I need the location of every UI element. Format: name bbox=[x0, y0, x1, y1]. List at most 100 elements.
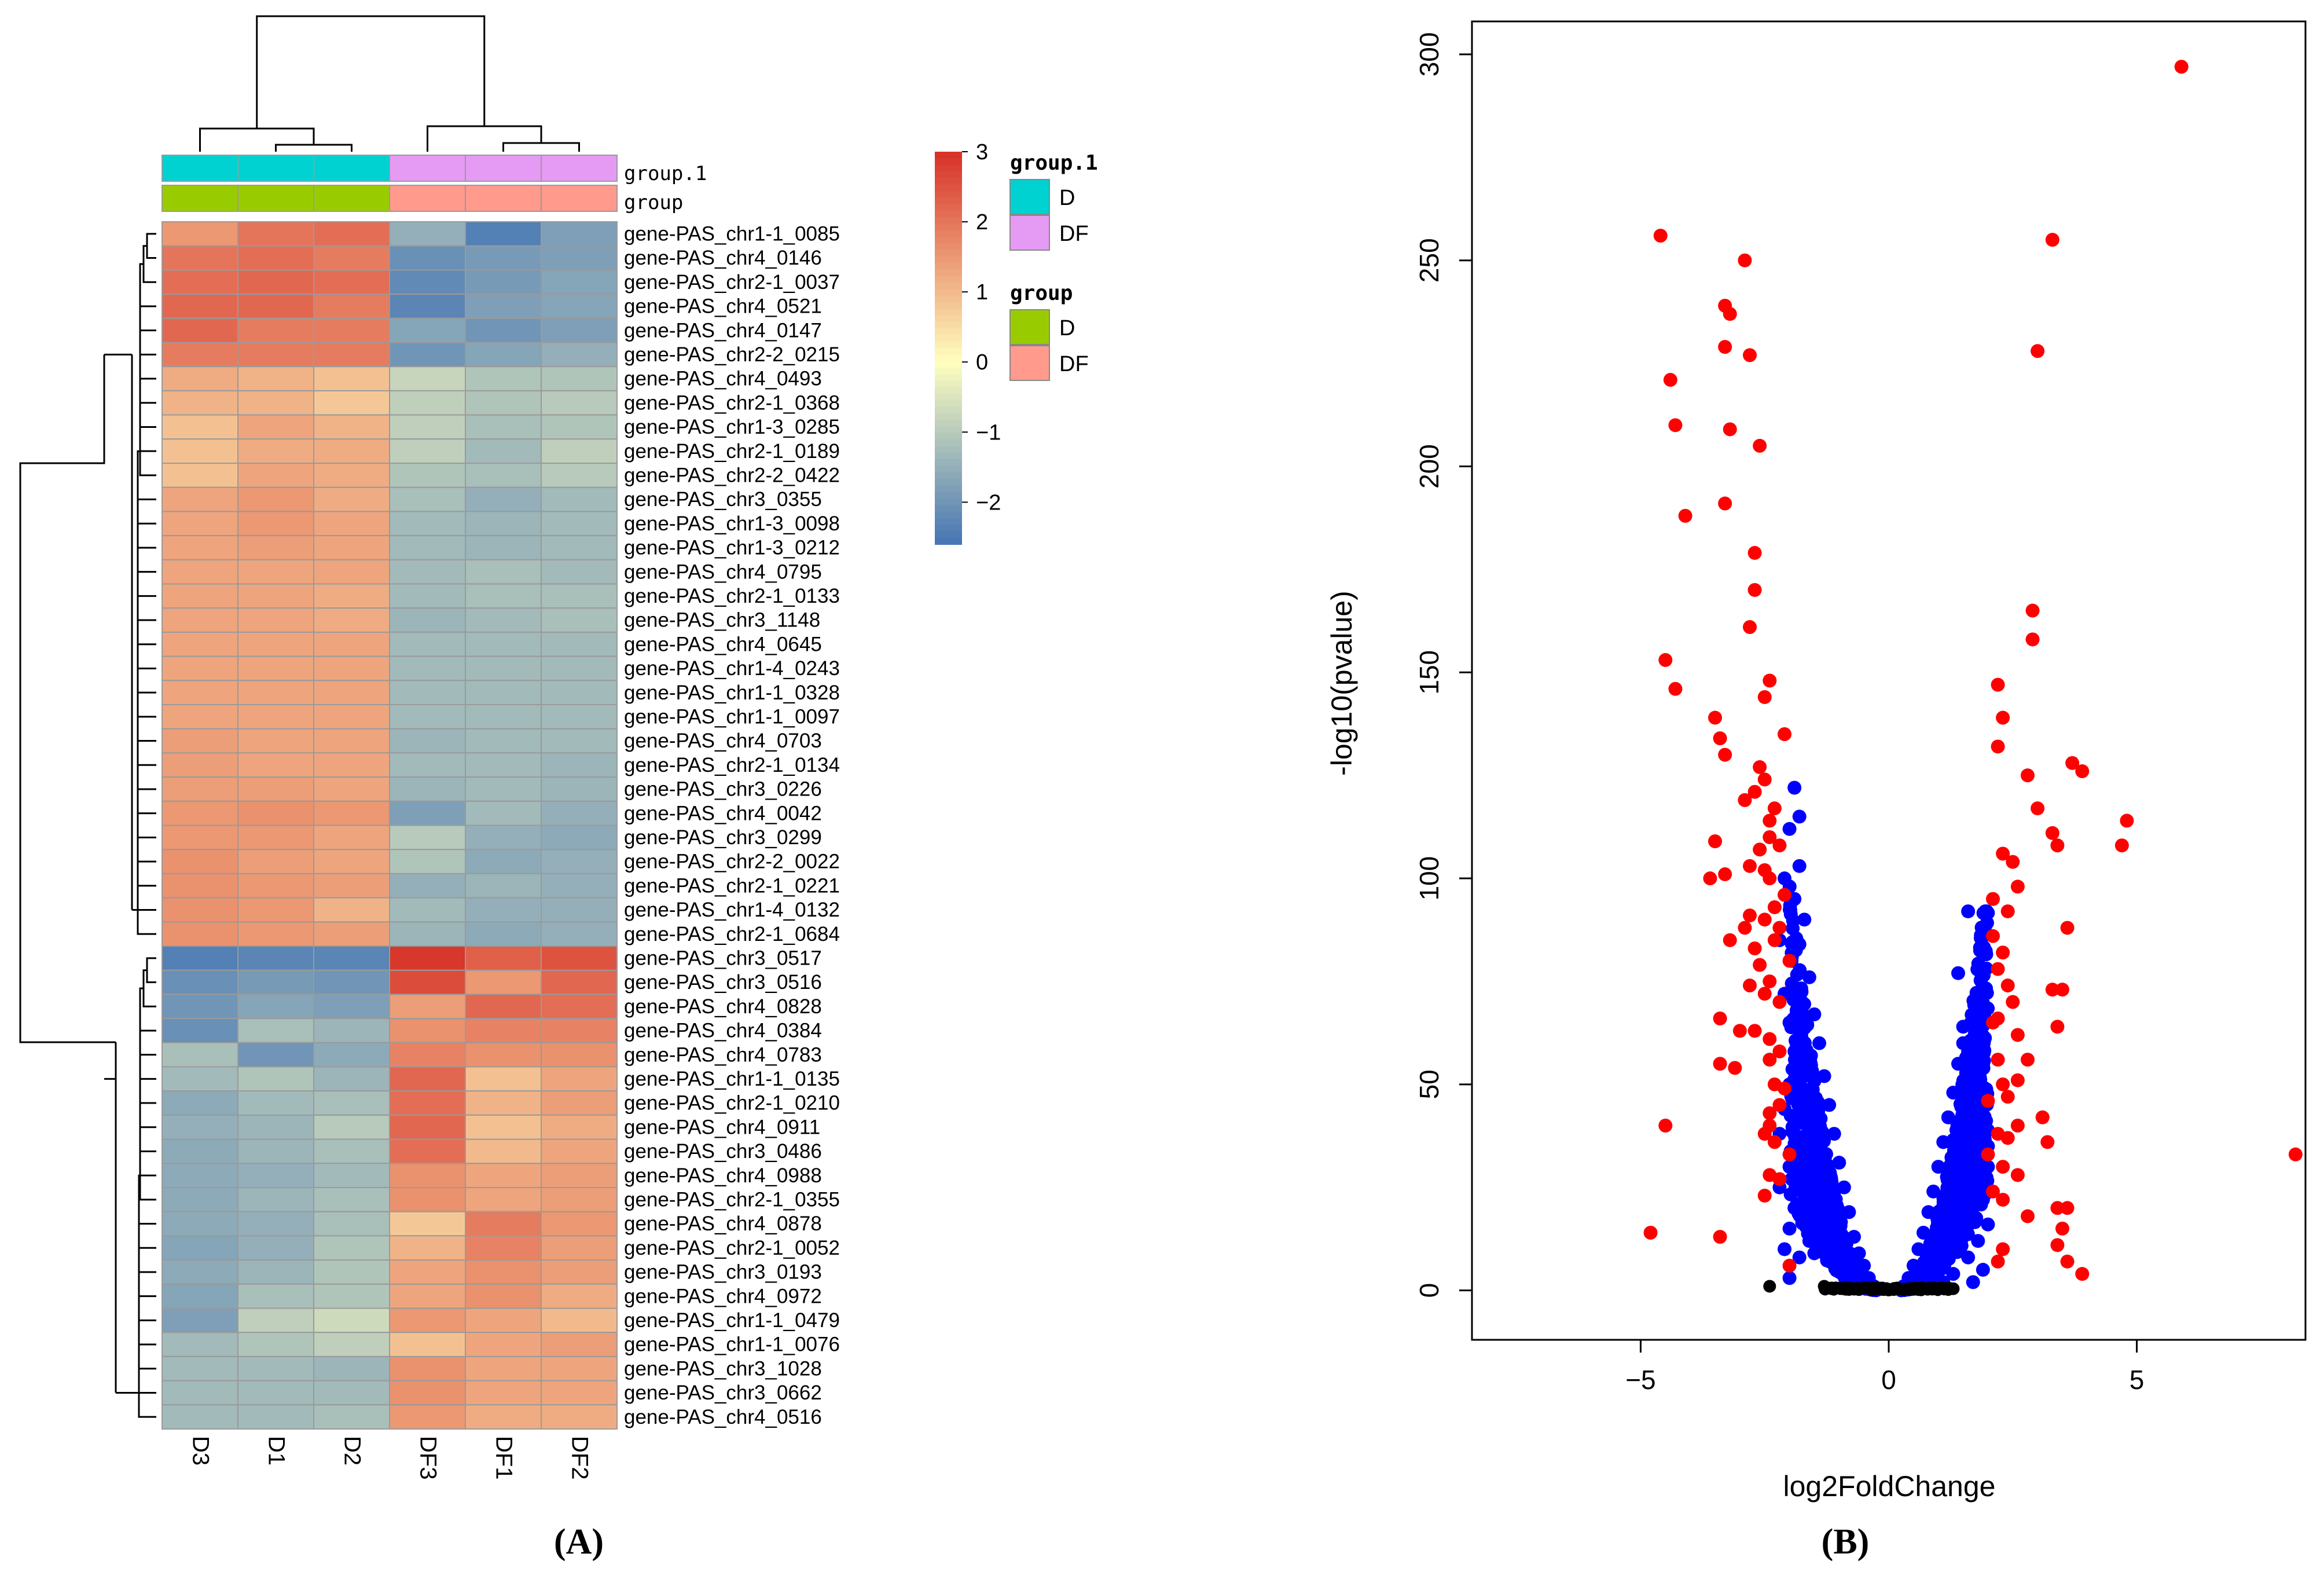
heatmap-cell bbox=[237, 1332, 314, 1357]
heatmap-cell bbox=[389, 463, 466, 488]
color-scale-step bbox=[935, 269, 962, 277]
volcano-point-fold-change bbox=[1976, 1263, 1990, 1277]
volcano-point-significant bbox=[1747, 941, 1762, 956]
heatmap-cell bbox=[161, 221, 238, 247]
gene-label: gene-PAS_chr2-1_0368 bbox=[624, 391, 840, 414]
heatmap-cell bbox=[237, 1283, 314, 1309]
volcano-y-tick-label: 250 bbox=[1414, 238, 1444, 283]
volcano-point-significant bbox=[2010, 880, 2025, 894]
heatmap-cell bbox=[465, 1283, 542, 1309]
heatmap-cell bbox=[237, 511, 314, 537]
volcano-point-fold-change bbox=[1943, 1196, 1958, 1211]
heatmap-cell bbox=[389, 1187, 466, 1212]
heatmap-cell bbox=[389, 1114, 466, 1140]
heatmap-cell bbox=[465, 873, 542, 899]
volcano-point-significant bbox=[1743, 908, 1757, 923]
volcano-point-fold-change bbox=[1802, 970, 1816, 984]
gene-label: gene-PAS_chr4_0972 bbox=[624, 1285, 822, 1307]
color-scale-step bbox=[935, 321, 962, 329]
heatmap-cell bbox=[465, 1355, 542, 1382]
volcano-point-fold-change bbox=[1812, 1036, 1826, 1050]
volcano-y-tick-label: 50 bbox=[1414, 1069, 1444, 1099]
volcano-point-fold-change bbox=[1922, 1242, 1936, 1256]
heatmap-cell bbox=[389, 414, 466, 440]
volcano-point-significant bbox=[1991, 1053, 2005, 1067]
heatmap-cell bbox=[313, 1259, 390, 1285]
heatmap-cell bbox=[389, 583, 466, 609]
volcano-point-fold-change bbox=[1812, 1182, 1827, 1196]
heatmap-cell bbox=[237, 921, 314, 947]
heatmap-cell bbox=[389, 559, 466, 585]
heatmap-cell bbox=[161, 873, 238, 899]
heatmap-cell bbox=[313, 1380, 390, 1406]
volcano-point-fold-change bbox=[1802, 1221, 1816, 1235]
column-label: DF1 bbox=[491, 1436, 517, 1480]
heatmap-cell bbox=[465, 463, 542, 488]
volcano-point-fold-change bbox=[1832, 1156, 1846, 1170]
volcano-point-fold-change bbox=[1782, 822, 1797, 836]
gene-label: gene-PAS_chr3_0193 bbox=[624, 1261, 822, 1284]
column-label: D2 bbox=[340, 1436, 365, 1465]
gene-label: gene-PAS_chr4_0795 bbox=[624, 560, 822, 583]
heatmap-cell bbox=[541, 390, 618, 416]
volcano-point-significant bbox=[1782, 1258, 1797, 1273]
heatmap-cell bbox=[465, 752, 542, 778]
heatmap-cell bbox=[465, 1380, 542, 1406]
heatmap-cell bbox=[541, 1380, 618, 1406]
color-scale-step bbox=[935, 158, 962, 166]
heatmap-cell bbox=[237, 897, 314, 923]
volcano-point-significant bbox=[1668, 418, 1683, 433]
volcano-point-significant bbox=[1718, 496, 1732, 511]
heatmap-cell bbox=[389, 752, 466, 778]
color-scale-step bbox=[935, 406, 962, 414]
heatmap-cell bbox=[465, 1090, 542, 1116]
color-scale-step bbox=[935, 531, 962, 538]
heatmap-cell bbox=[465, 1259, 542, 1285]
heatmap-cell bbox=[237, 1018, 314, 1043]
row-dendrogram-link bbox=[139, 1151, 156, 1201]
heatmap-cell bbox=[237, 269, 314, 295]
heatmap-cell bbox=[237, 800, 314, 826]
heatmap-cell bbox=[161, 535, 238, 560]
color-scale-step bbox=[935, 498, 962, 506]
heatmap-cell bbox=[541, 1307, 618, 1333]
heatmap-cell bbox=[161, 559, 238, 585]
volcano-point-significant bbox=[1753, 438, 1767, 453]
heatmap-cell bbox=[237, 221, 314, 247]
legend-level-label: DF bbox=[1059, 352, 1089, 376]
volcano-x-tick-label: −5 bbox=[1625, 1365, 1655, 1395]
heatmap-cell bbox=[465, 1042, 542, 1068]
volcano-y-tick-label: 300 bbox=[1414, 32, 1444, 77]
heatmap-cell bbox=[237, 390, 314, 416]
volcano-point-significant bbox=[1772, 921, 1787, 935]
volcano-point-fold-change bbox=[1842, 1205, 1856, 1219]
heatmap-cell bbox=[161, 1380, 238, 1406]
volcano-point-significant bbox=[1778, 727, 1791, 742]
volcano-point-fold-change bbox=[1941, 1110, 1955, 1124]
volcano-point-significant bbox=[1713, 1011, 1727, 1025]
heatmap-cell bbox=[541, 414, 618, 440]
heatmap-cell bbox=[389, 969, 466, 995]
volcano-point-fold-change bbox=[1926, 1184, 1941, 1199]
heatmap-cell bbox=[465, 776, 542, 802]
heatmap-cell bbox=[313, 511, 390, 537]
volcano-point-fold-change bbox=[1965, 1127, 1980, 1142]
volcano-point-fold-change bbox=[1947, 1143, 1961, 1157]
heatmap-cell bbox=[237, 728, 314, 754]
volcano-point-fold-change bbox=[1807, 1246, 1822, 1260]
heatmap-cell bbox=[313, 269, 390, 295]
heatmap-cell bbox=[541, 1066, 618, 1092]
color-scale-step bbox=[935, 420, 962, 427]
heatmap-cell bbox=[541, 486, 618, 512]
volcano-y-tick-label: 200 bbox=[1414, 444, 1444, 489]
heatmap-cell bbox=[313, 559, 390, 585]
heatmap-cell bbox=[313, 728, 390, 754]
heatmap-cell bbox=[465, 486, 542, 512]
heatmap-cell bbox=[465, 1404, 542, 1430]
volcano-point-fold-change bbox=[1921, 1205, 1936, 1219]
heatmap-cell bbox=[237, 1404, 314, 1430]
gene-label: gene-PAS_chr4_0493 bbox=[624, 368, 822, 390]
heatmap-cell bbox=[389, 1090, 466, 1116]
gene-label: gene-PAS_chr2-1_0189 bbox=[624, 440, 840, 463]
volcano-point-significant bbox=[1986, 929, 2000, 943]
